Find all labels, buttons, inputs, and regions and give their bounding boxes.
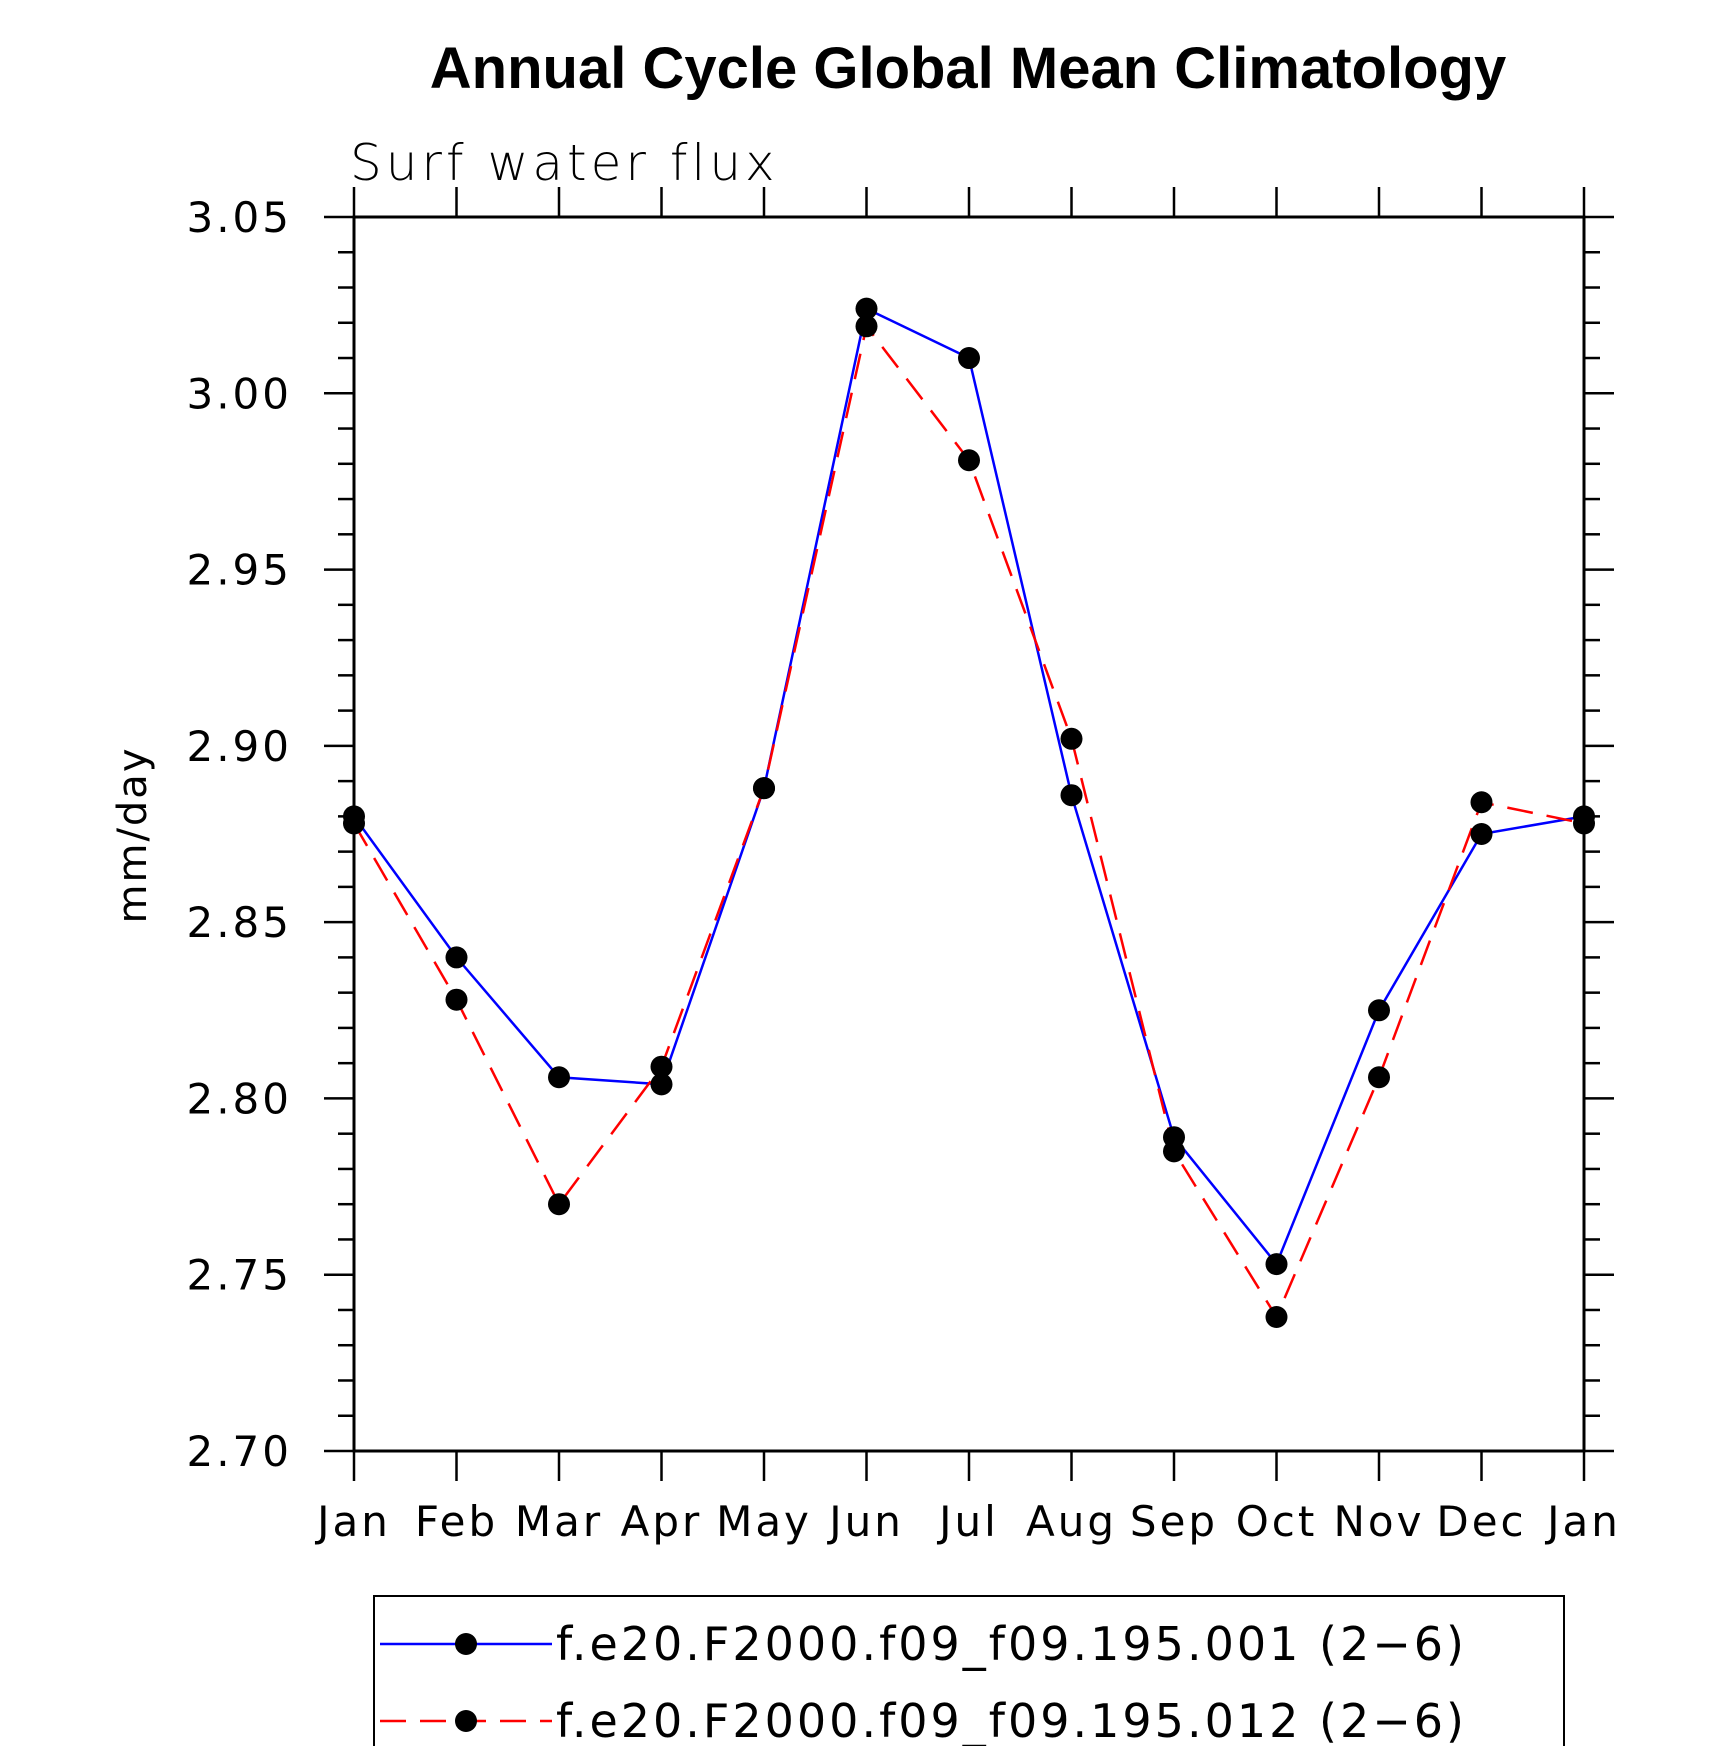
y-tick-label: 3.05 [186, 193, 292, 242]
legend-label-2: f.e20.F2000.f09_f09.195.012 (2−6) [556, 1694, 1467, 1746]
data-point-series-2 [1163, 1140, 1185, 1163]
data-point-series-2 [445, 988, 468, 1011]
data-point-series-2 [1368, 1066, 1390, 1089]
data-point-series-1 [1060, 784, 1083, 807]
data-point-series-2 [343, 812, 365, 835]
data-point-series-2 [1060, 727, 1083, 750]
x-tick-label: May [716, 1497, 812, 1546]
data-point-series-1 [650, 1073, 673, 1096]
data-point-series-2 [650, 1055, 673, 1078]
x-tick-label: Dec [1436, 1497, 1526, 1546]
data-point-series-2 [1470, 791, 1493, 814]
y-tick-label: 2.95 [186, 546, 292, 595]
data-point-series-2 [1265, 1306, 1288, 1329]
data-point-series-2 [753, 777, 775, 800]
x-tick-label: Jan [1544, 1497, 1621, 1546]
data-point-series-1 [958, 347, 980, 370]
legend-box [373, 1595, 1565, 1746]
y-tick-label: 2.90 [186, 722, 292, 771]
data-point-series-1 [1265, 1253, 1288, 1276]
plot-area: 2.70 2.75 2.80 2.85 2.90 2.95 3.00 3.05 Jan Feb Ma… [186, 187, 1621, 1546]
series-line-2 [352, 323, 1585, 1320]
y-tick-label: 2.80 [186, 1074, 292, 1123]
plot-frame [352, 215, 1586, 1453]
y-tick-label: 3.00 [186, 369, 292, 418]
data-point-series-2 [855, 315, 878, 338]
legend-label-1: f.e20.F2000.f09_f09.195.001 (2−6) [556, 1617, 1467, 1671]
chart-title: Annual Cycle Global Mean Climatology [430, 36, 1506, 101]
y-tick-label: 2.70 [186, 1427, 292, 1476]
legend: f.e20.F2000.f09_f09.195.001 (2−6) f.e20.F… [373, 1595, 1565, 1746]
data-point-series-1 [1470, 823, 1493, 845]
y-tick-label: 2.75 [186, 1251, 292, 1300]
x-tick-label: Aug [1026, 1497, 1117, 1546]
x-tick-label: Jun [826, 1497, 904, 1546]
legend-marker-2 [455, 1710, 477, 1732]
x-tick-label: Jan [314, 1497, 391, 1546]
data-point-series-1 [548, 1066, 570, 1089]
data-point-series-2 [958, 449, 980, 472]
chart-subtitle: Surf water flux [350, 134, 779, 192]
data-point-series-1 [1368, 999, 1390, 1022]
y-axis-label: mm/day [110, 747, 156, 924]
y-tick-label: 2.85 [186, 898, 292, 947]
data-point-series-1 [855, 297, 878, 320]
data-point-series-2 [548, 1193, 570, 1216]
x-tick-label: Apr [621, 1497, 703, 1546]
x-tick-label: Oct [1236, 1497, 1318, 1546]
x-tick-label: Mar [515, 1497, 603, 1546]
data-point-series-2 [1573, 812, 1595, 835]
x-tick-label: Nov [1334, 1497, 1425, 1546]
legend-marker-1 [455, 1633, 477, 1655]
x-tick-label: Sep [1130, 1497, 1218, 1546]
x-tick-label: Feb [415, 1497, 498, 1546]
data-point-series-1 [445, 946, 468, 969]
x-tick-label: Jul [936, 1497, 999, 1546]
